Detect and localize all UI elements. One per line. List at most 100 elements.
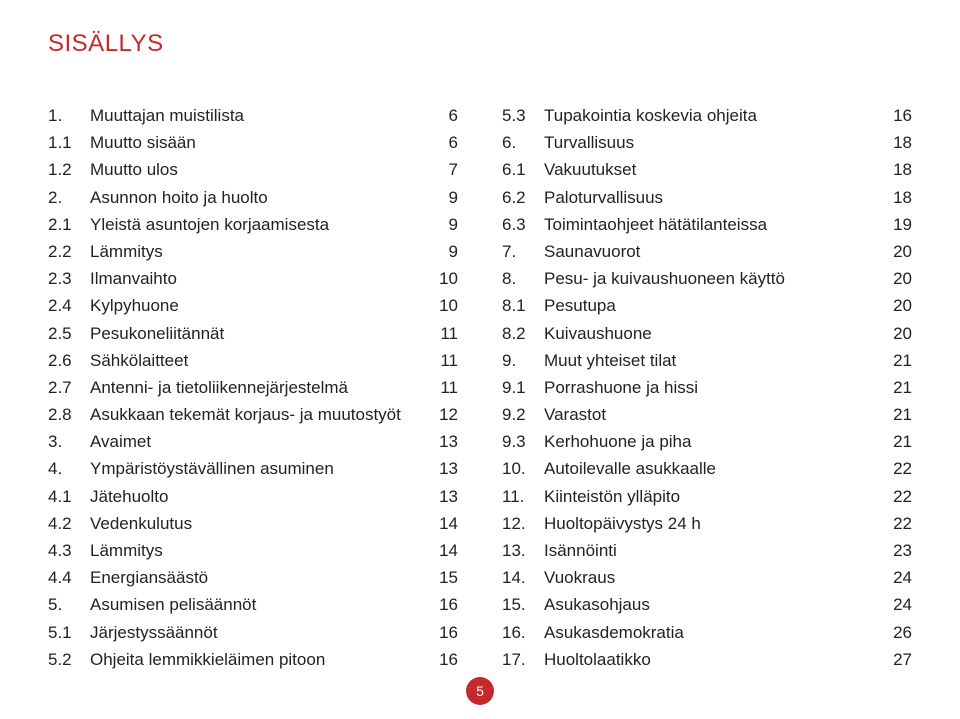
toc-row: 9.Muut yhteiset tilat21 xyxy=(502,347,912,374)
toc-label: Muut yhteiset tilat xyxy=(544,347,884,374)
toc-number: 6.2 xyxy=(502,184,544,211)
toc-row: 17.Huoltolaatikko27 xyxy=(502,646,912,673)
toc-label: Kiinteistön ylläpito xyxy=(544,483,884,510)
toc-page: 14 xyxy=(430,537,458,564)
toc-row: 5.1Järjestyssäännöt16 xyxy=(48,619,458,646)
toc-row: 9.3Kerhohuone ja piha21 xyxy=(502,428,912,455)
toc-label: Turvallisuus xyxy=(544,129,884,156)
toc-row: 1.1Muutto sisään6 xyxy=(48,129,458,156)
toc-page: 10 xyxy=(430,292,458,319)
toc-columns: 1.Muuttajan muistilista61.1Muutto sisään… xyxy=(48,102,912,673)
toc-number: 4. xyxy=(48,455,90,482)
toc-number: 9.2 xyxy=(502,401,544,428)
toc-page: 9 xyxy=(430,211,458,238)
page-footer: 5 xyxy=(466,677,494,705)
toc-page: 6 xyxy=(430,129,458,156)
toc-page: 6 xyxy=(430,102,458,129)
toc-number: 6. xyxy=(502,129,544,156)
toc-label: Energiansäästö xyxy=(90,564,430,591)
toc-number: 1. xyxy=(48,102,90,129)
toc-row: 1.2Muutto ulos7 xyxy=(48,156,458,183)
toc-page: 18 xyxy=(884,184,912,211)
toc-label: Yleistä asuntojen korjaamisesta xyxy=(90,211,430,238)
toc-label: Antenni- ja tietoliikennejärjestelmä xyxy=(90,374,430,401)
toc-label: Pesukoneliitännät xyxy=(90,320,430,347)
toc-row: 14.Vuokraus24 xyxy=(502,564,912,591)
toc-page: 13 xyxy=(430,483,458,510)
toc-label: Asunnon hoito ja huolto xyxy=(90,184,430,211)
toc-label: Kylpyhuone xyxy=(90,292,430,319)
toc-label: Muutto sisään xyxy=(90,129,430,156)
toc-row: 2.3Ilmanvaihto10 xyxy=(48,265,458,292)
toc-row: 5.3Tupakointia koskevia ohjeita16 xyxy=(502,102,912,129)
toc-row: 9.1Porrashuone ja hissi21 xyxy=(502,374,912,401)
toc-label: Muuttajan muistilista xyxy=(90,102,430,129)
toc-label: Kuivaushuone xyxy=(544,320,884,347)
toc-number: 2.2 xyxy=(48,238,90,265)
toc-label: Pesu- ja kuivaushuoneen käyttö xyxy=(544,265,884,292)
toc-page: 11 xyxy=(430,374,458,401)
toc-row: 4.Ympäristöystävällinen asuminen13 xyxy=(48,455,458,482)
toc-number: 5.3 xyxy=(502,102,544,129)
toc-number: 13. xyxy=(502,537,544,564)
toc-row: 8.Pesu- ja kuivaushuoneen käyttö20 xyxy=(502,265,912,292)
toc-number: 6.3 xyxy=(502,211,544,238)
toc-number: 17. xyxy=(502,646,544,673)
toc-label: Varastot xyxy=(544,401,884,428)
toc-row: 10.Autoilevalle asukkaalle22 xyxy=(502,455,912,482)
toc-row: 2.Asunnon hoito ja huolto9 xyxy=(48,184,458,211)
toc-row: 6.3Toimintaohjeet hätätilanteissa19 xyxy=(502,211,912,238)
toc-column-left: 1.Muuttajan muistilista61.1Muutto sisään… xyxy=(48,102,458,673)
toc-page: 13 xyxy=(430,428,458,455)
toc-label: Asukasdemokratia xyxy=(544,619,884,646)
toc-label: Ympäristöystävällinen asuminen xyxy=(90,455,430,482)
toc-number: 14. xyxy=(502,564,544,591)
toc-page: 20 xyxy=(884,238,912,265)
toc-number: 6.1 xyxy=(502,156,544,183)
toc-number: 8.2 xyxy=(502,320,544,347)
toc-page: 20 xyxy=(884,320,912,347)
toc-column-right: 5.3Tupakointia koskevia ohjeita166.Turva… xyxy=(502,102,912,673)
toc-page: 21 xyxy=(884,347,912,374)
toc-page: 18 xyxy=(884,156,912,183)
toc-number: 4.2 xyxy=(48,510,90,537)
toc-label: Lämmitys xyxy=(90,238,430,265)
toc-row: 5.2Ohjeita lemmikkieläimen pitoon16 xyxy=(48,646,458,673)
toc-number: 2.8 xyxy=(48,401,90,428)
toc-row: 4.3Lämmitys14 xyxy=(48,537,458,564)
toc-page: 16 xyxy=(430,646,458,673)
toc-label: Paloturvallisuus xyxy=(544,184,884,211)
toc-page: 14 xyxy=(430,510,458,537)
toc-page: 9 xyxy=(430,238,458,265)
toc-number: 2.3 xyxy=(48,265,90,292)
toc-page: 12 xyxy=(430,401,458,428)
toc-row: 6.Turvallisuus18 xyxy=(502,129,912,156)
toc-page: 15 xyxy=(430,564,458,591)
toc-page: 23 xyxy=(884,537,912,564)
toc-label: Järjestyssäännöt xyxy=(90,619,430,646)
toc-row: 2.2Lämmitys9 xyxy=(48,238,458,265)
toc-row: 6.2Paloturvallisuus18 xyxy=(502,184,912,211)
toc-label: Avaimet xyxy=(90,428,430,455)
toc-label: Tupakointia koskevia ohjeita xyxy=(544,102,884,129)
toc-row: 6.1Vakuutukset18 xyxy=(502,156,912,183)
toc-page: 22 xyxy=(884,483,912,510)
toc-label: Jätehuolto xyxy=(90,483,430,510)
toc-number: 2.6 xyxy=(48,347,90,374)
toc-page: 20 xyxy=(884,292,912,319)
toc-label: Ilmanvaihto xyxy=(90,265,430,292)
toc-label: Vuokraus xyxy=(544,564,884,591)
toc-page: 7 xyxy=(430,156,458,183)
toc-row: 2.6Sähkölaitteet11 xyxy=(48,347,458,374)
toc-row: 2.5Pesukoneliitännät11 xyxy=(48,320,458,347)
toc-page: 16 xyxy=(430,591,458,618)
toc-label: Ohjeita lemmikkieläimen pitoon xyxy=(90,646,430,673)
toc-number: 12. xyxy=(502,510,544,537)
page-title: SISÄLLYS xyxy=(48,30,912,58)
toc-row: 3.Avaimet13 xyxy=(48,428,458,455)
toc-number: 1.1 xyxy=(48,129,90,156)
toc-page: 11 xyxy=(430,320,458,347)
toc-number: 8.1 xyxy=(502,292,544,319)
toc-row: 2.4Kylpyhuone10 xyxy=(48,292,458,319)
toc-number: 10. xyxy=(502,455,544,482)
